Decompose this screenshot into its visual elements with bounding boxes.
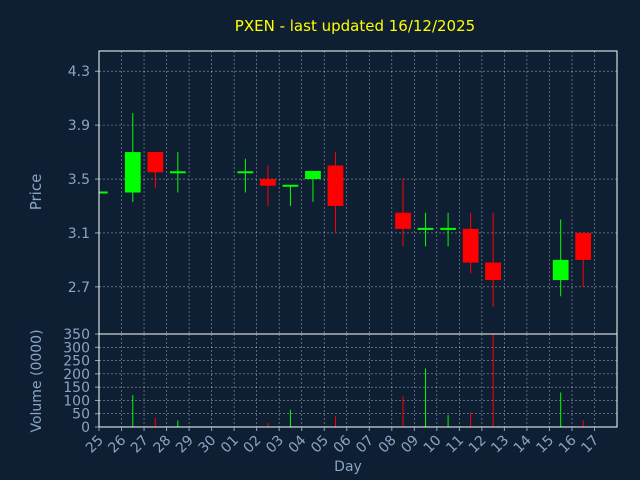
volume-tick-label: 350 <box>63 327 90 343</box>
x-tick-label: 15 <box>533 433 557 457</box>
price-axis-label: Price <box>27 174 45 211</box>
candle-body <box>575 232 592 260</box>
candle-body <box>395 212 411 229</box>
candle-body <box>552 259 569 281</box>
x-tick-label: 14 <box>511 432 535 456</box>
x-tick-label: 28 <box>150 433 174 457</box>
x-tick-label: 07 <box>353 433 377 457</box>
price-tick-label: 3.9 <box>68 118 90 134</box>
price-tick-label: 2.7 <box>68 280 90 296</box>
candle-body <box>99 191 108 194</box>
x-tick-label: 02 <box>241 433 265 457</box>
candle-body <box>237 171 254 174</box>
x-tick-label: 26 <box>105 432 129 456</box>
x-tick-label: 17 <box>578 433 602 457</box>
x-tick-label: 12 <box>466 433 490 457</box>
candle-body <box>124 152 141 193</box>
x-tick-label: 13 <box>488 433 512 457</box>
x-tick-label: 08 <box>376 433 400 457</box>
x-tick-label: 16 <box>556 432 580 456</box>
x-tick-label: 11 <box>443 433 467 457</box>
candle-body <box>440 227 456 230</box>
x-axis-label: Day <box>334 459 362 475</box>
volume-tick-label: 50 <box>72 407 90 423</box>
price-tick-label: 3.5 <box>68 172 90 188</box>
x-tick-label: 30 <box>196 433 220 457</box>
volume-tick-label: 250 <box>63 354 90 370</box>
candle-body <box>147 152 164 173</box>
price-tick-label: 3.1 <box>68 226 90 242</box>
volume-tick-label: 150 <box>63 380 90 396</box>
x-tick-label: 25 <box>83 433 107 457</box>
x-tick-label: 27 <box>128 433 152 457</box>
volume-axis-label: Volume (0000) <box>29 329 45 432</box>
candle-body <box>260 179 276 186</box>
price-tick-label: 4.3 <box>68 64 90 80</box>
volume-tick-label: 300 <box>63 340 90 356</box>
x-tick-label: 01 <box>218 433 242 457</box>
candle-body <box>485 262 502 281</box>
x-tick-label: 04 <box>286 432 310 456</box>
x-tick-label: 03 <box>263 433 287 457</box>
candle-body <box>417 227 434 230</box>
candle-body <box>282 184 299 187</box>
x-axis: 2526272829300102030405060708091011121314… <box>83 427 602 456</box>
volume-plot-frame <box>98 333 618 428</box>
volume-tick-label: 200 <box>63 367 90 383</box>
x-tick-label: 29 <box>173 433 197 457</box>
price-plot-frame <box>98 50 618 335</box>
candle-body <box>169 171 186 174</box>
x-tick-label: 05 <box>308 433 332 457</box>
candle-body <box>327 165 344 206</box>
x-tick-label: 10 <box>421 433 445 457</box>
candle-body <box>462 228 479 263</box>
chart-title: PXEN - last updated 16/12/2025 <box>235 17 475 35</box>
volume-tick-label: 100 <box>63 393 90 409</box>
price-panel: 4.3 3.9 3.5 3.1 2.7 <box>68 50 618 335</box>
volume-tick-label: 0 <box>81 420 90 436</box>
x-tick-label: 06 <box>331 432 355 456</box>
x-tick-label: 09 <box>398 433 422 457</box>
candle-body <box>305 170 321 180</box>
